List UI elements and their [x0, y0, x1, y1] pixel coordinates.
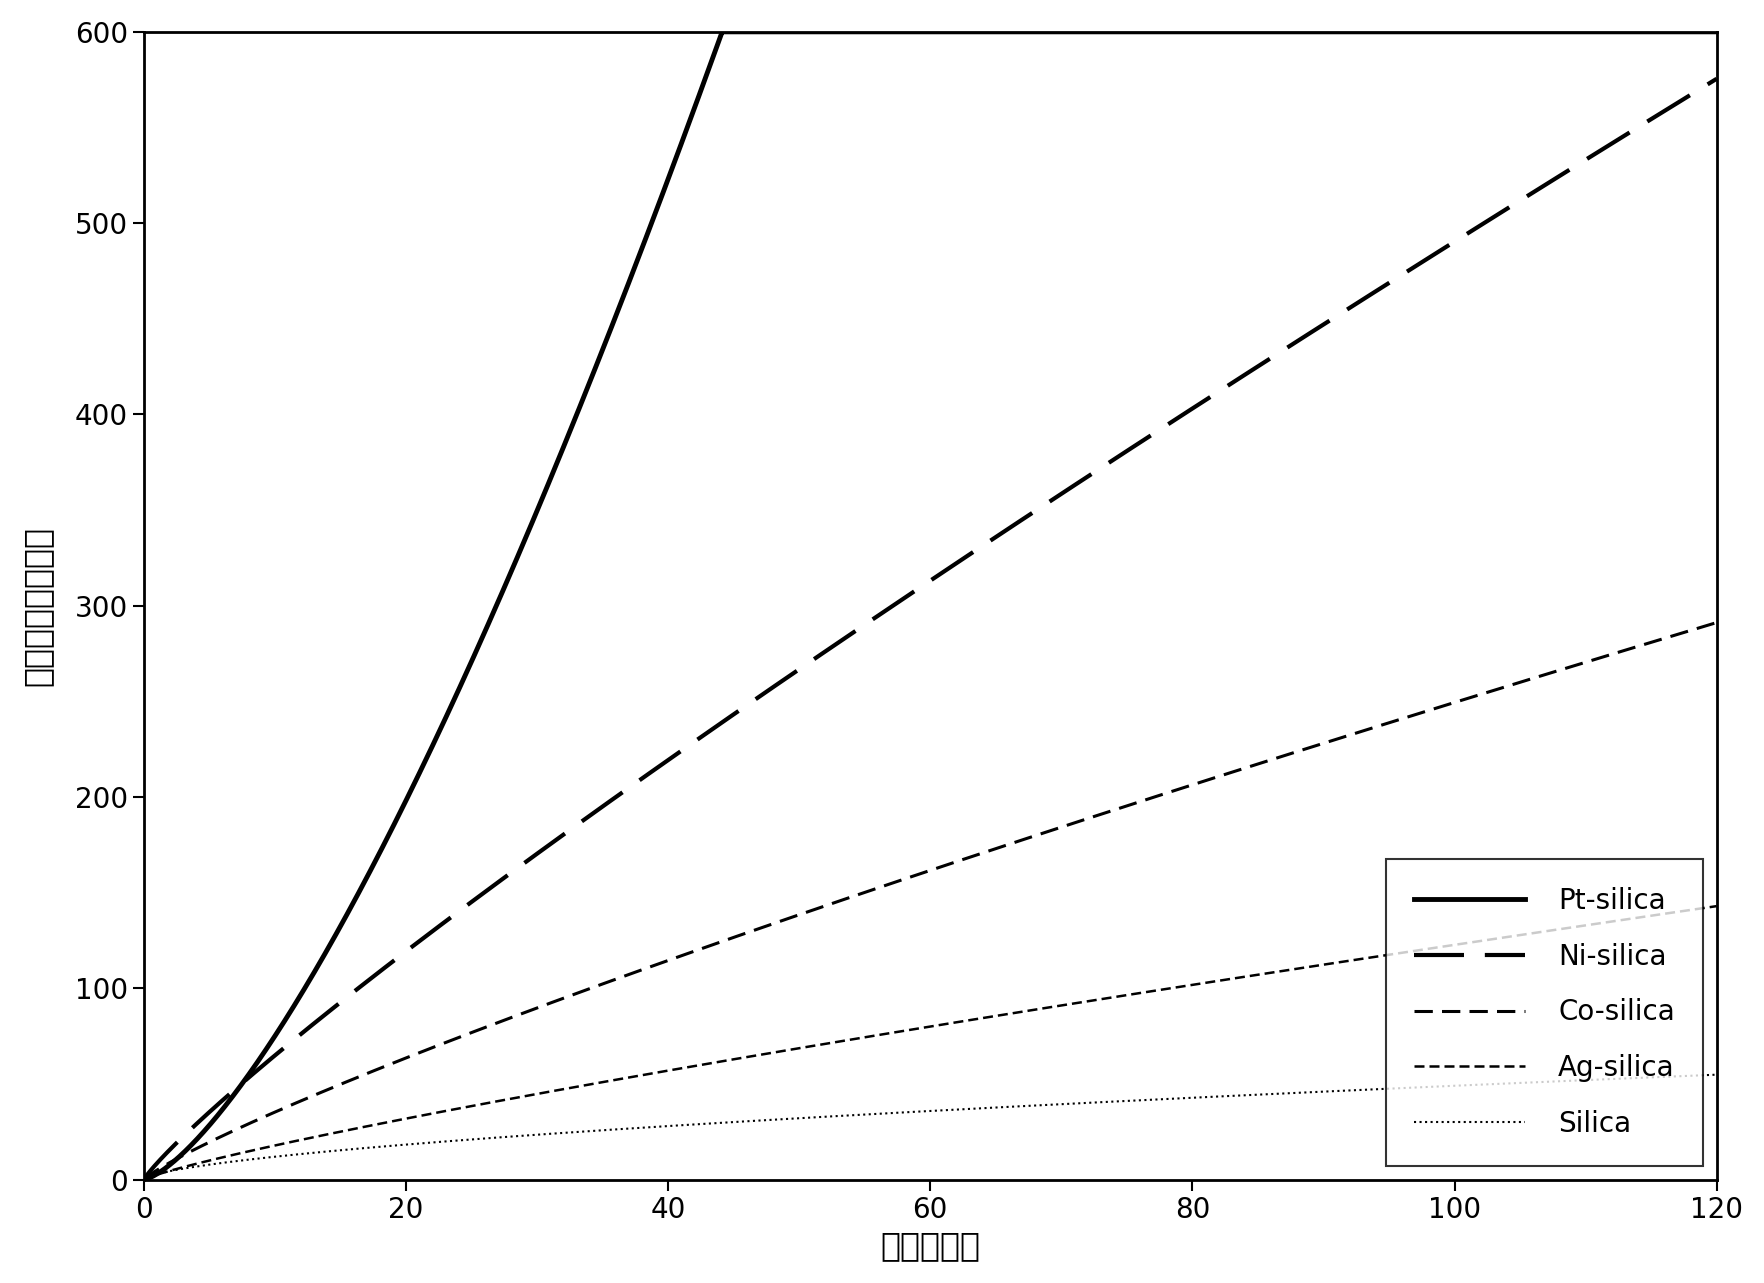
Ag-silica	[1506, 928, 1528, 943]
Co-silica	[1506, 676, 1528, 692]
Line: Silica: Silica	[145, 1075, 1716, 1179]
Silica	[312, 1144, 333, 1160]
Y-axis label: 氢气体积（毫升）: 氢气体积（毫升）	[21, 526, 55, 685]
Ni-silica	[1676, 90, 1697, 105]
Ag-silica	[1706, 898, 1727, 913]
Ni-silica	[406, 935, 427, 951]
X-axis label: 时间（分）: 时间（分）	[880, 1229, 981, 1262]
Pt-silica	[406, 771, 427, 786]
Line: Ag-silica: Ag-silica	[145, 906, 1716, 1179]
Legend: Pt-silica, Ni-silica, Co-silica, Ag-silica, Silica: Pt-silica, Ni-silica, Co-silica, Ag-sili…	[1387, 860, 1702, 1166]
Ag-silica	[134, 1171, 155, 1187]
Ag-silica	[737, 1049, 759, 1065]
Co-silica	[804, 902, 826, 917]
Ni-silica	[1706, 71, 1727, 86]
Silica	[1676, 1069, 1697, 1084]
Line: Co-silica: Co-silica	[145, 622, 1716, 1179]
Silica	[804, 1110, 826, 1125]
Pt-silica	[737, 24, 759, 40]
Pt-silica	[1706, 24, 1727, 40]
Pt-silica	[312, 949, 333, 965]
Line: Pt-silica: Pt-silica	[145, 32, 1716, 1179]
Pt-silica	[134, 1171, 155, 1187]
Pt-silica	[1506, 24, 1528, 40]
Ni-silica	[1506, 195, 1528, 210]
Pt-silica	[713, 24, 734, 40]
Pt-silica	[804, 24, 826, 40]
Silica	[1506, 1075, 1528, 1091]
Ag-silica	[1676, 903, 1697, 919]
Pt-silica	[1676, 24, 1697, 40]
Co-silica	[1676, 625, 1697, 640]
Ni-silica	[804, 650, 826, 666]
Silica	[406, 1135, 427, 1151]
Ni-silica	[737, 698, 759, 713]
Co-silica	[406, 1046, 427, 1061]
Co-silica	[737, 925, 759, 940]
Silica	[1706, 1067, 1727, 1083]
Silica	[737, 1114, 759, 1129]
Co-silica	[312, 1084, 333, 1100]
Line: Ni-silica: Ni-silica	[145, 78, 1716, 1179]
Ag-silica	[312, 1128, 333, 1143]
Co-silica	[1706, 615, 1727, 630]
Ag-silica	[406, 1109, 427, 1124]
Co-silica	[134, 1171, 155, 1187]
Ni-silica	[312, 1008, 333, 1024]
Silica	[134, 1171, 155, 1187]
Ni-silica	[134, 1171, 155, 1187]
Ag-silica	[804, 1038, 826, 1053]
